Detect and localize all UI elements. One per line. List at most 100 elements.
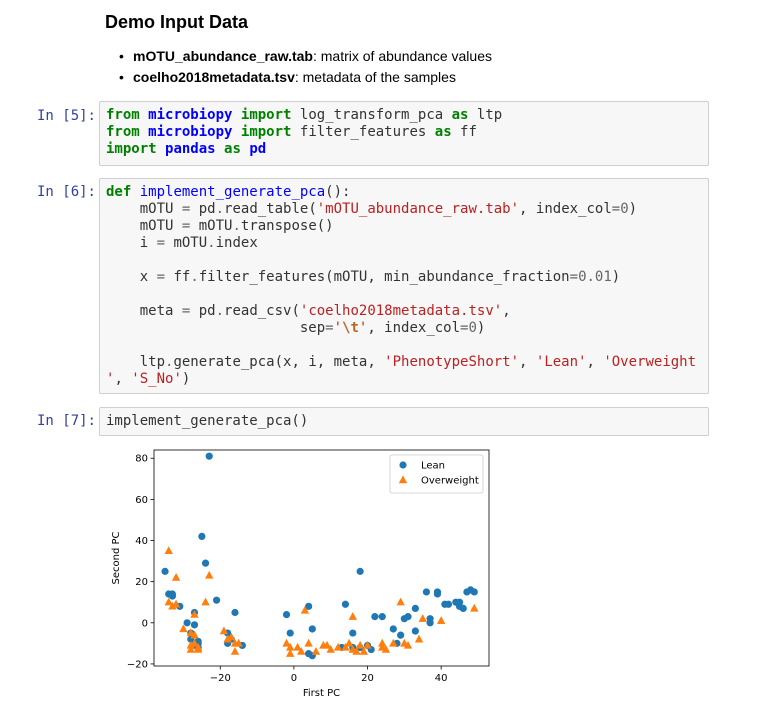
overweight-point: [186, 640, 196, 649]
legend-box: [389, 454, 484, 494]
code-token: .: [165, 354, 174, 370]
input-prompt: In [5]:: [36, 108, 96, 124]
lean-point: [444, 600, 453, 608]
overweight-point: [359, 647, 369, 655]
code-token: =: [156, 269, 166, 285]
code-token: meta: [106, 303, 182, 319]
overweight-point: [293, 642, 302, 651]
code-token: .: [232, 218, 241, 234]
overweight-point: [304, 638, 313, 647]
code-token: pd: [190, 303, 216, 319]
file-name: coelho2018metadata.tsv: [133, 69, 295, 85]
code-token: from: [106, 107, 140, 123]
code-token: mOTU: [165, 235, 208, 251]
overweight-point: [193, 644, 203, 653]
overweight-point: [171, 572, 181, 581]
code-text[interactable]: def implement_generate_pca(): mOTU = pd.…: [106, 184, 708, 388]
lean-point: [371, 613, 379, 621]
code-token: as: [434, 124, 452, 140]
code-token: ltp: [106, 354, 166, 370]
list-item: mOTU_abundance_raw.tab: matrix of abunda…: [105, 46, 492, 67]
code-token: ': [358, 320, 368, 336]
x-axis-label: First PC: [303, 688, 340, 699]
overweight-point: [300, 605, 310, 614]
code-token: ff: [165, 269, 191, 285]
code-token: .: [215, 201, 225, 217]
code-token: .: [215, 303, 225, 319]
overweight-point: [341, 642, 350, 651]
code-token: =: [325, 320, 334, 336]
code-token: read_csv(: [224, 303, 300, 319]
code-token: import: [106, 141, 157, 157]
code-token: filter_features(mOTU, min_abundance_frac…: [198, 269, 570, 285]
y-tick-label: 40: [135, 536, 148, 547]
y-tick-label: 0: [142, 618, 148, 629]
overweight-point: [201, 597, 210, 606]
code-text[interactable]: implement_generate_pca(): [106, 413, 708, 430]
overweight-point: [381, 644, 391, 653]
overweight-point: [219, 626, 229, 635]
code-token: \t: [342, 320, 359, 336]
code-token: def: [106, 184, 132, 200]
input-prompt: In [6]:: [36, 184, 96, 200]
code-token: as: [224, 141, 241, 157]
x-tick-label: −20: [210, 673, 231, 684]
code-token: x: [106, 269, 157, 285]
code-token: 'Overweight: [603, 354, 697, 370]
code-token: , index_col: [519, 201, 612, 217]
code-token: microbiopy: [148, 124, 233, 140]
overweight-point: [378, 638, 387, 647]
code-token: ():: [325, 184, 351, 200]
lean-point: [168, 592, 177, 600]
lean-point: [470, 588, 478, 596]
code-text[interactable]: from microbiopy import log_transform_pca…: [106, 107, 708, 158]
lean-point: [341, 600, 350, 608]
code-token: ltp: [468, 107, 503, 123]
overweight-point: [418, 614, 427, 622]
overweight-point: [230, 647, 240, 655]
overweight-point: [470, 603, 479, 612]
lean-point: [455, 598, 464, 606]
code-input-area[interactable]: implement_generate_pca(): [99, 407, 709, 436]
code-input-area[interactable]: def implement_generate_pca(): mOTU = pd.…: [99, 178, 709, 394]
code-token: read_table(: [224, 201, 317, 217]
overweight-point: [389, 638, 398, 647]
code-token: ): [181, 371, 191, 387]
x-tick-label: 0: [291, 673, 297, 684]
code-token: =: [460, 320, 469, 336]
code-token: filter_features: [291, 124, 435, 140]
code-token: [232, 124, 240, 140]
overweight-point: [164, 546, 173, 554]
overweight-point: [344, 638, 354, 647]
code-token: index: [215, 235, 258, 251]
overweight-point: [355, 640, 365, 649]
overweight-point: [322, 640, 332, 649]
code-token: .: [190, 269, 199, 285]
code-token: i: [106, 235, 157, 251]
code-token: ,: [502, 303, 511, 319]
legend-marker: [399, 461, 407, 469]
code-token: 0: [468, 320, 477, 336]
code-token: ): [476, 320, 486, 336]
code-token: 0.01: [578, 269, 612, 285]
code-token: transpose(): [240, 218, 334, 234]
overweight-point: [234, 638, 243, 647]
code-token: [140, 107, 148, 123]
y-tick-label: 60: [135, 495, 148, 506]
overweight-point: [190, 630, 199, 639]
overweight-point: [223, 634, 232, 643]
code-token: mOTU: [106, 201, 182, 217]
lean-point: [183, 619, 191, 627]
input-prompt: In [7]:: [36, 413, 96, 429]
overweight-point: [348, 612, 357, 620]
code-token: as: [451, 107, 469, 123]
overweight-point: [227, 632, 236, 641]
overweight-point: [363, 640, 372, 649]
overweight-point: [297, 647, 306, 655]
x-tick-label: 40: [435, 673, 448, 684]
lean-point: [426, 619, 434, 627]
code-input-area[interactable]: from microbiopy import log_transform_pca…: [99, 101, 709, 166]
file-name: mOTU_abundance_raw.tab: [133, 48, 313, 64]
lean-point: [459, 604, 467, 612]
code-token: 'coelho2018metadata.tsv': [299, 303, 503, 319]
